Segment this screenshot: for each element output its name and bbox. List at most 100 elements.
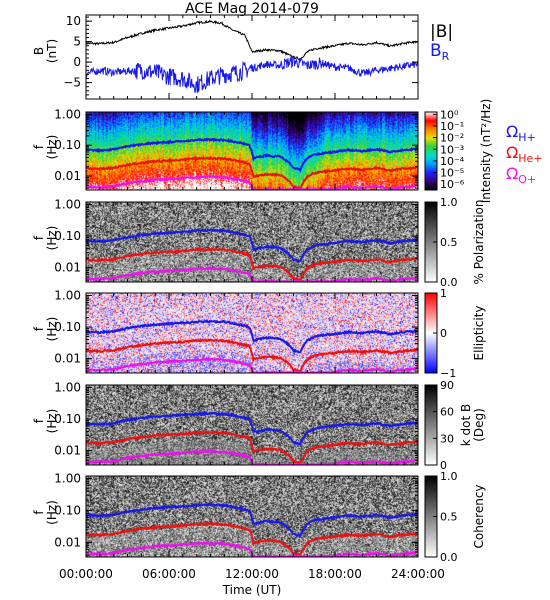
y-tick-label: 0 (73, 55, 81, 69)
panel-kdotb-x-ticks (85, 385, 419, 465)
colorbar-label-kdotb: k dot B(Deg) (459, 404, 486, 446)
colorbar-kdotb: 90 60 30 0 k dot B(Deg) (424, 379, 486, 472)
x-tick-label: 24:00:00 (391, 567, 445, 581)
panel-intensity-y-ticks: 1.00 0.10 0.01 (54, 107, 418, 189)
colorbar-coherency: 1.0 0.5 0.0 Coherency (424, 470, 486, 564)
x-tick-label: 18:00:00 (308, 567, 362, 581)
panel-intensity-x-ticks (85, 112, 419, 190)
gyro-curve-he (86, 521, 418, 557)
colorbar-tick-label: 10⁻⁶ (440, 178, 465, 191)
colorbar-tick-label: 0.5 (440, 236, 458, 249)
x-tick-label: 06:00:00 (142, 567, 196, 581)
panel-ellipticity-y-ticks: 1.00 0.10 0.01 (54, 288, 418, 372)
panel-field-y-ticks: −5 0 5 10 (63, 14, 418, 96)
panel-coherency: 1.00 0.10 0.01 f(Hz) 1.0 0.5 0.0 Coherency (32, 470, 486, 564)
y-tick-label: −5 (63, 76, 81, 90)
legend-entry: |B| (430, 22, 453, 42)
y-tick-label: 0.01 (54, 261, 81, 275)
panels-group: −50510B(nT)|B|BR1.000.100.01f(Hz)10⁰10⁻¹… (32, 14, 543, 564)
colorbar-ellipticity: 1 0 −1 Ellipticity (424, 287, 486, 380)
y-tick-label: 1.00 (54, 197, 81, 211)
gyro-curve-he (86, 155, 418, 190)
colorbar-polarization: 1.0 0.5 0.0 % Polarization (424, 196, 486, 289)
panel-intensity: 1.00 0.10 0.01 f(Hz) 10⁰10⁻¹10⁻²10⁻³10⁻⁴10⁻⁵… (32, 99, 543, 204)
gyro-curve-h (86, 137, 418, 173)
colorbar-label-polarization: % Polarization (472, 200, 486, 285)
gyro-curve-h (86, 502, 418, 538)
y-tick-label: 0.10 (54, 320, 81, 334)
colorbar-label-intensity: Intensity (nT²/Hz) (479, 99, 493, 204)
colorbar-tick-label: 0 (440, 459, 447, 472)
panel-ellipticity-y-label: f(Hz) (32, 317, 59, 342)
panel-coherency-y-label: f(Hz) (32, 500, 59, 525)
y-tick-label: 10 (66, 14, 81, 28)
colorbar-tick-label: 1 (440, 287, 447, 300)
time-axis: Time (UT) 00:00:00 06:00:00 12:00:00 18:00:… (59, 567, 445, 597)
gyro-curve-h (86, 318, 418, 354)
y-tick-label: 0.10 (54, 138, 81, 152)
y-tick-label: 0.01 (54, 169, 81, 183)
colorbar-tick-label: 0.0 (440, 551, 458, 564)
panel-field-legend: |B|BR (430, 22, 453, 63)
series-line-b-magnitude (86, 19, 418, 61)
gyro-legend-entry: ΩHe+ (506, 143, 543, 165)
y-tick-label: 0.10 (54, 412, 81, 426)
y-tick-label: 5 (73, 35, 81, 49)
panel-ellipticity: 1.00 0.10 0.01 f(Hz) 1 0 −1 Ellipticity (32, 287, 486, 380)
colorbar-tick-label: 10⁻² (440, 132, 464, 145)
gyro-curve-he (86, 429, 418, 465)
panel-kdotb: 1.00 0.10 0.01 f(Hz) 90 60 30 0 k dot B(Deg) (32, 379, 486, 472)
colorbar-tick-label: 30 (440, 432, 454, 445)
colorbar-gradient (424, 111, 438, 191)
y-tick-label: 1.00 (54, 472, 81, 486)
panel-field: −5 0 5 10 B(nT) |B|BR (32, 14, 453, 100)
colorbar-tick-label: 0.5 (440, 511, 458, 524)
panel-coherency-x-ticks (85, 476, 419, 557)
x-tick-label: 12:00:00 (225, 567, 279, 581)
gyro-legend-entry: ΩO+ (506, 164, 536, 186)
gyro-curve-he (86, 247, 418, 282)
colorbar-tick-label: −1 (440, 367, 456, 380)
series-line-b-r (86, 56, 418, 93)
colorbar-gradient (424, 384, 438, 466)
gyro-curve-h (86, 410, 418, 447)
colorbar-tick-label: 0 (440, 327, 447, 340)
panel-intensity-y-label: f(Hz) (32, 135, 59, 160)
colorbar-label-ellipticity: Ellipticity (472, 306, 486, 361)
legend-entry: BR (430, 41, 450, 63)
colorbar-tick-label: 10⁻¹ (440, 120, 464, 133)
figure-title: ACE Mag 2014-079 (185, 1, 319, 17)
time-axis-label: Time (UT) (222, 583, 282, 597)
gyro-legend-entry: ΩH+ (506, 122, 536, 144)
gyro-legend: ΩH+ΩHe+ΩO+ (506, 122, 543, 186)
colorbar-tick-label: 10⁻⁴ (440, 155, 465, 168)
panel-kdotb-y-ticks: 1.00 0.10 0.01 (54, 380, 418, 464)
gyro-curve-he (86, 337, 418, 373)
colorbar-tick-label: 90 (440, 379, 454, 392)
panel-polarization-y-label: f(Hz) (32, 226, 59, 251)
colorbar-tick-label: 1.0 (440, 470, 458, 483)
panel-ellipticity-x-ticks (85, 293, 419, 373)
y-tick-label: 0.10 (54, 503, 81, 517)
panel-kdotb-y-label: f(Hz) (32, 409, 59, 434)
y-tick-label: 1.00 (54, 107, 81, 121)
colorbar-tick-label: 1.0 (440, 196, 458, 209)
y-tick-label: 0.01 (54, 352, 81, 366)
colorbar-tick-label: 0.0 (440, 276, 458, 289)
panel-coherency-y-ticks: 1.00 0.10 0.01 (54, 472, 418, 556)
panel-field-y-label: B(nT) (32, 39, 59, 63)
y-tick-label: 0.01 (54, 444, 81, 458)
panel-polarization-x-ticks (85, 202, 419, 282)
panel-field-x-ticks (85, 15, 419, 99)
y-tick-label: 1.00 (54, 380, 81, 394)
y-tick-label: 1.00 (54, 288, 81, 302)
gyro-curve-h (86, 228, 418, 263)
y-tick-label: 0.01 (54, 535, 81, 549)
colorbar-tick-label: 10⁰ (440, 108, 459, 121)
panel-polarization: 1.00 0.10 0.01 f(Hz) 1.0 0.5 0.0 % Polarization (32, 196, 486, 289)
colorbar-tick-label: 10⁻⁵ (440, 167, 464, 180)
panel-polarization-y-ticks: 1.00 0.10 0.01 (54, 197, 418, 281)
x-tick-label: 00:00:00 (59, 567, 113, 581)
